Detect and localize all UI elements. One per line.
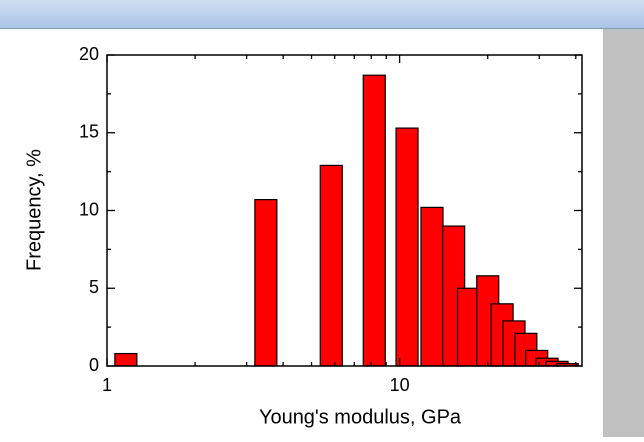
y-axis-label: Frequency, % <box>23 149 45 271</box>
bar <box>114 352 138 367</box>
bar <box>362 74 386 367</box>
title-bar <box>0 0 644 28</box>
x-axis-label: Young's modulus, GPa <box>259 406 462 428</box>
x-tick-label: 1 <box>102 375 112 395</box>
bar <box>254 199 278 367</box>
plot: 1 10 0 5 10 15 20 <box>79 44 583 395</box>
bar <box>420 206 444 367</box>
y-tick-label: 5 <box>89 277 99 297</box>
bar <box>395 127 419 367</box>
y-tick-label: 20 <box>79 44 99 64</box>
y-tick-label: 10 <box>79 199 99 219</box>
x-tick-label: 10 <box>390 375 410 395</box>
y-tick-label: 15 <box>79 122 99 142</box>
y-tick-label: 0 <box>89 355 99 375</box>
side-panel <box>603 29 644 437</box>
bar <box>319 164 343 367</box>
